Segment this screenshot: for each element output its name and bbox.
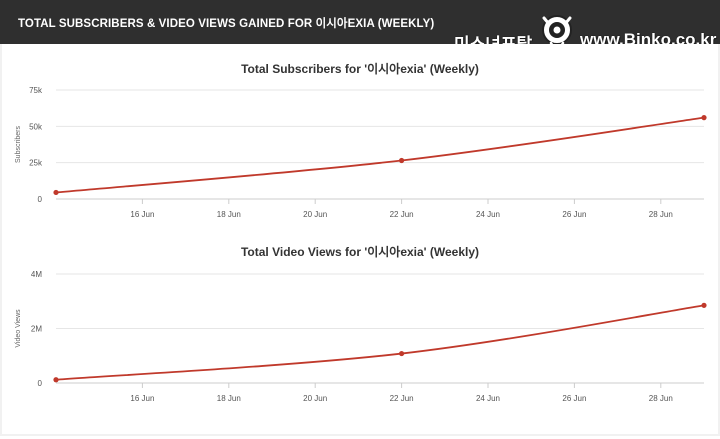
chart-2-y-tick-label: 0 — [38, 379, 43, 388]
chart-1-x-tick-label: 18 Jun — [217, 210, 241, 219]
chart-1-title: Total Subscribers for '이시아exia' (Weekly) — [241, 61, 479, 76]
charts-canvas: Total Subscribers for '이시아exia' (Weekly)… — [15, 61, 707, 403]
chart-1-data-point — [399, 157, 405, 164]
chart-1-y-tick-label: 25k — [29, 159, 43, 168]
chart-1-x-tick-label: 22 Jun — [390, 210, 414, 219]
chart-1-y-tick-label: 0 — [38, 195, 43, 204]
chart-2-y-tick-label: 4M — [31, 270, 42, 279]
chart-2-x-tick-label: 18 Jun — [217, 394, 241, 403]
chart-2-data-point — [399, 350, 405, 357]
chart-2-series-line — [55, 304, 705, 381]
header-bar: TOTAL SUBSCRIBERS & VIDEO VIEWS GAINED F… — [0, 0, 720, 54]
chart-1-data-point — [701, 115, 707, 121]
chart-1-x-tick-label: 28 Jun — [649, 210, 673, 219]
chart-2-x-tick-label: 26 Jun — [562, 394, 586, 403]
chart-1-x-tick-label: 16 Jun — [130, 210, 154, 219]
content-panel: Total Subscribers for '이시아exia' (Weekly)… — [2, 44, 718, 434]
chart-2-x-tick-label: 24 Jun — [476, 394, 500, 403]
chart-2-x-tick-label: 22 Jun — [390, 394, 414, 403]
chart-2-y-axis-label: Video Views — [15, 309, 22, 348]
chart-1-x-tick-label: 24 Jun — [476, 210, 500, 219]
chart-2-y-tick-label: 2M — [31, 325, 42, 334]
chart-2-x-tick-label: 16 Jun — [130, 394, 154, 403]
chart-1-y-tick-label: 75k — [29, 86, 43, 95]
chart-1-x-tick-label: 20 Jun — [303, 210, 327, 219]
chart-1-x-tick-label: 26 Jun — [562, 210, 586, 219]
chart-2-data-point — [53, 377, 59, 383]
chart-1-y-axis-label: Subscribers — [15, 126, 22, 163]
chart-1-y-tick-label: 50k — [29, 122, 43, 131]
chart-1-data-point — [53, 189, 59, 196]
chart-2-x-tick-label: 20 Jun — [303, 394, 327, 403]
chart-2-x-tick-label: 28 Jun — [649, 394, 673, 403]
chart-1-series-line — [55, 116, 705, 194]
page-title: TOTAL SUBSCRIBERS & VIDEO VIEWS GAINED F… — [18, 18, 435, 30]
chart-2-data-point — [701, 302, 707, 308]
chart-2-title: Total Video Views for '이시아exia' (Weekly) — [241, 244, 479, 259]
